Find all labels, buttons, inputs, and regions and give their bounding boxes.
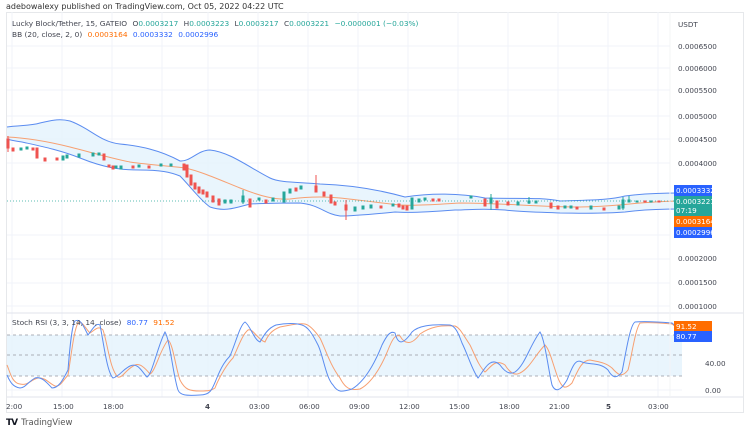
bb-basis-value: 0.0003164 xyxy=(87,30,128,39)
time-tick: 06:00 xyxy=(299,402,320,411)
tradingview-footer[interactable]: TV TradingView xyxy=(6,418,72,428)
stoch-band-lines xyxy=(7,334,682,377)
time-tick: 18:00 xyxy=(103,402,124,411)
publisher-line: adebowalexy published on TradingView.com… xyxy=(6,2,284,11)
symbol-name: Lucky Block/Tether, 15, GATEIO xyxy=(12,19,128,28)
symbol-legend[interactable]: Lucky Block/Tether, 15, GATEIO O0.000321… xyxy=(12,19,421,28)
candlesticks xyxy=(6,136,661,220)
bb-lower-tag: 0.0002996 xyxy=(674,227,715,238)
price-change: −0.0000001 (−0.03%) xyxy=(334,19,419,28)
last-price-tag: 0.0003221 07:19 xyxy=(674,196,715,216)
tradingview-brand: TradingView xyxy=(21,418,73,428)
last-price-value: 0.0003221 xyxy=(676,197,715,206)
time-tick: 15:00 xyxy=(53,402,74,411)
bb-legend[interactable]: BB (20, close, 2, 0) 0.0003164 0.0003332… xyxy=(12,30,221,39)
time-tick: 03:00 xyxy=(648,402,669,411)
bb-basis-tag: 0.0003164 xyxy=(674,216,715,227)
bb-lower-value: 0.0002996 xyxy=(178,30,219,39)
stoch-tick: 0.00 xyxy=(705,386,722,395)
price-tick: 0.0005000 xyxy=(678,112,717,121)
stoch-band-fill xyxy=(7,335,682,376)
price-tick: 0.0006500 xyxy=(678,42,717,51)
bar-countdown: 07:19 xyxy=(676,206,697,215)
stoch-tick: 40.00 xyxy=(705,359,726,368)
time-tick: 15:00 xyxy=(449,402,470,411)
bollinger-lower-line xyxy=(6,138,681,217)
chart-frame xyxy=(6,12,744,413)
price-tick: 0.0004000 xyxy=(678,159,717,168)
stoch-label: Stoch RSI (3, 3, 14, 14, close) xyxy=(12,318,122,327)
price-gridlines xyxy=(7,45,670,307)
time-tick-day: 4 xyxy=(205,402,211,411)
stoch-d-line xyxy=(6,321,681,392)
price-tick: 0.0005500 xyxy=(678,86,717,95)
price-tick: 0.0004500 xyxy=(678,135,717,144)
price-tick: 0.0001500 xyxy=(678,278,717,287)
stoch-d-tag: 91.52 xyxy=(674,321,712,332)
time-tick: 18:00 xyxy=(499,402,520,411)
time-tick-day: 5 xyxy=(606,402,612,411)
stoch-d-value: 91.52 xyxy=(153,318,175,327)
ohlc-high: H0.0003223 xyxy=(183,19,230,28)
price-tick: 0.0002000 xyxy=(678,254,717,263)
bb-upper-value: 0.0003332 xyxy=(132,30,173,39)
stoch-k-tag: 80.77 xyxy=(674,331,712,342)
time-tick: 2:00 xyxy=(6,402,23,411)
stoch-legend[interactable]: Stoch RSI (3, 3, 14, 14, close) 80.77 91… xyxy=(12,318,177,327)
price-axis-currency: USDT xyxy=(678,20,698,29)
price-tick: 0.0006000 xyxy=(678,64,717,73)
stoch-k-value: 80.77 xyxy=(126,318,148,327)
price-tick: 0.0001000 xyxy=(678,302,717,311)
time-tick: 09:00 xyxy=(349,402,370,411)
ohlc-close: C0.0003221 xyxy=(283,19,330,28)
bollinger-band-fill xyxy=(7,119,680,216)
ohlc-open: O0.0003217 xyxy=(132,19,179,28)
time-tick: 03:00 xyxy=(249,402,270,411)
bb-upper-tag: 0.0003332 xyxy=(674,185,715,196)
time-tick: 21:00 xyxy=(549,402,570,411)
tradingview-logo-icon: TV xyxy=(6,418,18,428)
time-tick: 12:00 xyxy=(399,402,420,411)
time-gridlines xyxy=(11,12,659,397)
ohlc-low: L0.0003217 xyxy=(234,19,279,28)
bb-label: BB (20, close, 2, 0) xyxy=(12,30,83,39)
stoch-k-line xyxy=(6,319,681,396)
bollinger-basis-line xyxy=(6,136,681,208)
